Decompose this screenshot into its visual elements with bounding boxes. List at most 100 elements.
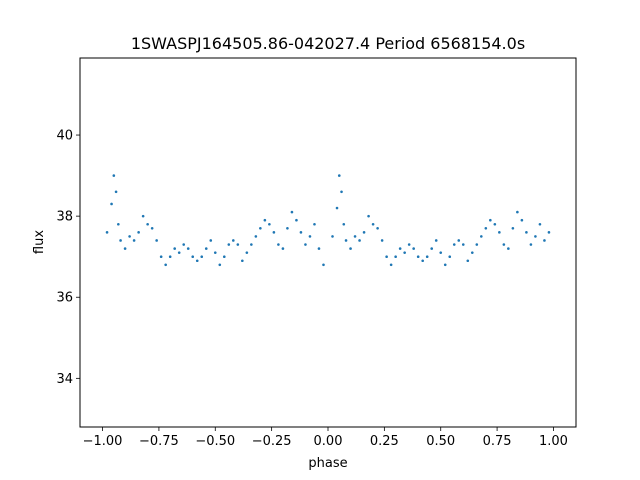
data-point [232,239,235,242]
data-point [114,190,118,194]
data-point [245,251,249,254]
data-point [452,243,456,246]
data-point [308,235,312,238]
data-point [480,235,483,238]
data-point [502,243,506,246]
data-point [430,247,434,250]
data-point [195,259,199,263]
data-point [117,222,120,226]
data-point [141,214,145,218]
data-point [259,227,262,230]
data-point [146,222,149,226]
data-point [317,247,321,250]
data-point [516,210,519,214]
data-point [475,243,479,246]
data-point [254,235,258,238]
x-tick-label: 0.50 [426,434,455,449]
data-point [236,243,240,246]
data-point [520,218,524,222]
scatter-points [105,174,551,267]
data-point [200,255,204,258]
data-point [376,227,379,230]
data-point [281,247,285,250]
data-point [543,239,546,242]
data-point [342,222,346,226]
data-point [177,251,181,254]
x-tick-label: −0.25 [252,434,292,449]
data-point [250,243,253,246]
data-point [362,231,366,234]
data-point [150,227,154,230]
data-point [155,239,158,242]
data-point [385,255,388,258]
data-point [168,255,172,258]
data-point [209,239,213,242]
y-axis: 34 36 38 40 [56,129,80,387]
data-point [295,218,298,222]
data-point [344,239,348,242]
data-point [403,251,406,254]
x-tick-label: −0.75 [139,434,179,449]
data-point [407,243,411,246]
data-point [425,255,429,258]
data-point [159,255,163,258]
data-point [227,243,231,246]
data-point [498,231,501,234]
y-tick-label: 40 [56,129,73,144]
data-point [137,231,140,234]
data-point [443,263,447,267]
data-point [371,222,375,226]
x-tick-label: 0.00 [314,434,343,449]
data-point [164,263,167,267]
data-point [331,235,334,238]
data-point [304,243,307,246]
data-point [191,255,195,258]
data-point [290,210,294,214]
data-point [335,206,339,210]
data-point [241,259,244,263]
data-point [507,247,510,250]
data-point [119,239,122,242]
data-point [529,243,533,246]
data-point [349,247,352,250]
data-point [204,247,208,250]
data-point [105,231,109,234]
chart-title: 1SWASPJ164505.86-042027.4 Period 6568154… [131,34,525,53]
data-point [112,174,116,177]
data-point [173,247,176,250]
data-point [448,255,452,258]
data-point [110,202,113,206]
data-point [353,235,357,238]
data-point [286,227,289,230]
data-point [538,222,542,226]
x-axis-label: phase [308,456,347,471]
data-point [412,247,415,250]
data-point [186,247,190,250]
data-point [128,235,131,238]
data-point [299,231,303,234]
data-point [213,251,217,254]
data-point [525,231,528,234]
data-point [272,231,276,234]
data-point [277,243,280,246]
data-point [511,227,515,230]
data-point [340,190,343,194]
data-point [484,227,488,230]
data-point [263,218,267,222]
data-point [389,263,393,267]
data-point [489,218,492,222]
data-point [398,247,402,250]
data-point [421,259,424,263]
data-point [534,235,537,238]
x-tick-label: −1.00 [83,434,123,449]
data-point [380,239,384,242]
x-axis: −1.00 −0.75 −0.50 −0.25 0.00 0.25 0.50 0.75 1.00 [83,427,568,449]
data-point [337,174,341,177]
data-point [367,214,370,218]
data-point [457,239,461,242]
data-point [470,251,474,254]
data-point [394,255,397,258]
y-axis-label: flux [32,230,47,254]
y-tick-label: 36 [56,291,73,306]
